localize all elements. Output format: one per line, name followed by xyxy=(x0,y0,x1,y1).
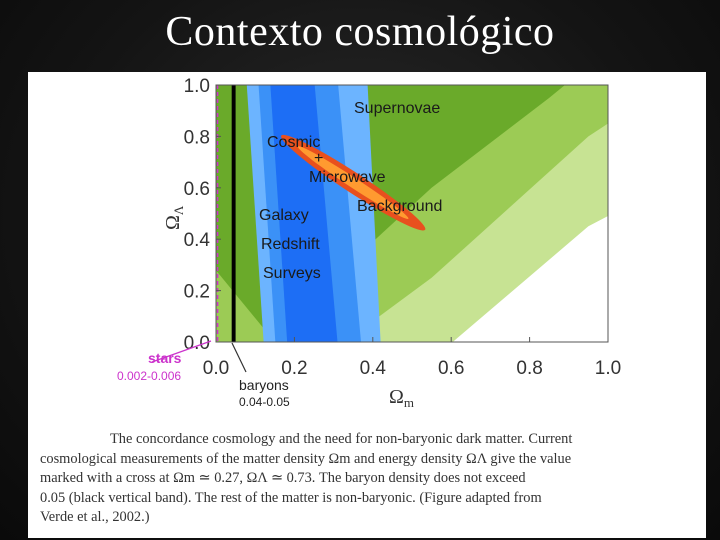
supernovae-label: Supernovae xyxy=(354,100,440,117)
cmb-region-inner xyxy=(297,146,409,220)
caption-line: cosmological measurements of the matter … xyxy=(40,450,572,467)
x-tick-label: 0.6 xyxy=(438,358,464,379)
plot-area xyxy=(216,85,608,342)
cmb-label-2: + xyxy=(314,150,323,167)
x-tick-label: 0.2 xyxy=(281,358,307,379)
y-tick-label: 0.2 xyxy=(184,282,210,303)
galaxy-label-2: Redshift xyxy=(261,236,320,253)
figure-panel: Supernovae Cosmic + Microwave Background… xyxy=(28,72,706,538)
baryons-range-label: 0.04-0.05 xyxy=(239,395,290,409)
x-axis-label: Ωm xyxy=(389,386,414,410)
stars-range-label: 0.002-0.006 xyxy=(117,369,181,383)
caption-line: Verde et al., 2002.) xyxy=(40,509,150,525)
x-tick-labels: 0.0 0.2 0.4 0.6 0.8 1.0 xyxy=(203,337,621,379)
caption-line: 0.05 (black vertical band). The rest of … xyxy=(40,489,542,506)
y-tick-label: 1.0 xyxy=(184,76,210,97)
x-tick-label: 1.0 xyxy=(595,358,621,379)
caption-line: marked with a cross at Ωm ≃ 0.27, ΩΛ ≃ 0… xyxy=(40,470,526,486)
baryons-label: baryons xyxy=(239,377,289,393)
cmb-label-1: Cosmic xyxy=(267,134,320,151)
cmb-label-4: Background xyxy=(357,198,442,215)
slide-title: Contexto cosmológico xyxy=(165,9,555,55)
contour-chart: Supernovae Cosmic + Microwave Background… xyxy=(117,76,621,410)
baryons-arrow xyxy=(231,342,247,373)
plot-frame xyxy=(215,84,609,343)
baryon-band xyxy=(231,85,236,342)
x-tick-label: 0.0 xyxy=(203,358,229,379)
y-tick-label: 0.8 xyxy=(184,127,210,148)
y-tick-label: 0.4 xyxy=(184,230,211,251)
x-tick-label: 0.8 xyxy=(516,358,542,379)
stars-label: stars xyxy=(148,350,182,366)
y-axis-label: ΩΛ xyxy=(162,205,186,230)
galaxy-label-1: Galaxy xyxy=(259,207,309,224)
cmb-label-3: Microwave xyxy=(309,169,386,186)
galaxy-survey-region-68 xyxy=(270,85,338,342)
figure-caption: The concordance cosmology and the need f… xyxy=(40,430,688,528)
y-tick-labels: 0.0 0.2 0.4 0.6 0.8 1.0 xyxy=(184,76,221,354)
stars-arrow xyxy=(151,340,212,363)
y-tick-label: 0.6 xyxy=(184,179,210,200)
galaxy-label-3: Surveys xyxy=(263,265,321,282)
x-tick-label: 0.4 xyxy=(360,358,387,379)
y-tick-label: 0.0 xyxy=(184,333,210,354)
caption-line: The concordance cosmology and the need f… xyxy=(110,431,573,447)
